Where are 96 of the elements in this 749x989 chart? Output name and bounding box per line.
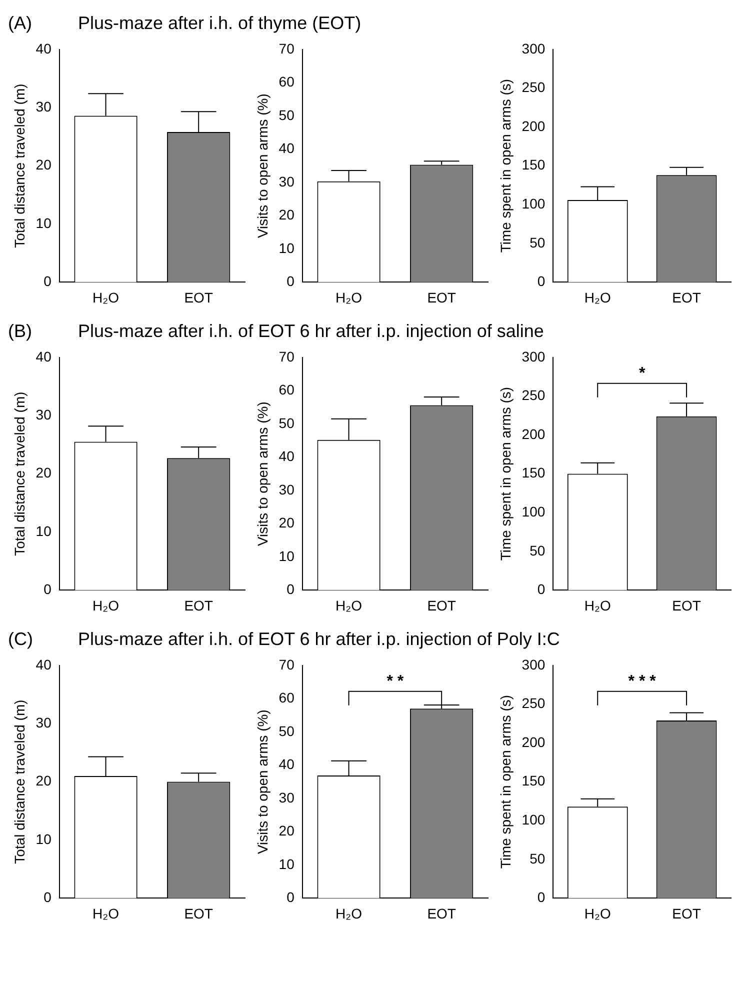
text: (B) <box>8 320 33 342</box>
y-tick-label: 150 <box>522 772 546 789</box>
annotation: * <box>638 364 646 382</box>
x-tick-label: EOT <box>184 905 214 922</box>
y-tick-label: 100 <box>522 195 546 212</box>
x-tick-label: EOT <box>427 597 456 614</box>
y-tick-label: 30 <box>36 714 52 730</box>
y-tick-label: 50 <box>530 234 546 250</box>
y-tick-label: 10 <box>278 548 295 564</box>
x-tick-label: H₂O <box>336 905 362 922</box>
y-tick-label: 300 <box>522 348 546 364</box>
text: (A) <box>8 12 33 34</box>
y-tick-label: 10 <box>278 856 295 872</box>
x-tick-label: EOT <box>184 289 214 306</box>
y-tick-label: 0 <box>286 273 295 290</box>
y-tick-label: 0 <box>537 273 546 290</box>
x-tick-label: H₂O <box>92 597 120 614</box>
y-tick-label: 20 <box>36 464 52 481</box>
y-tick-label: 200 <box>522 118 546 134</box>
y-tick-label: 60 <box>278 382 295 398</box>
annotation: * * * <box>628 672 657 690</box>
y-axis-title: Total distance traveled (m) <box>11 700 28 864</box>
chart-title: Plus-maze after i.h. of thyme (EOT) <box>78 12 362 34</box>
x-tick-label: H₂O <box>92 905 120 922</box>
y-tick-label: 250 <box>522 387 546 404</box>
y-axis-title: Visits to open arms (%) <box>254 94 270 238</box>
y-tick-label: 20 <box>36 156 52 173</box>
x-tick-label: H₂O <box>584 597 611 614</box>
y-axis-title: Total distance traveled (m) <box>11 84 28 248</box>
y-tick-label: 50 <box>530 850 546 866</box>
y-tick-label: 0 <box>44 273 52 290</box>
y-axis-title: Time spent in open arms (s) <box>497 78 514 253</box>
y-tick-label: 300 <box>522 40 546 56</box>
y-tick-label: 60 <box>278 74 295 90</box>
y-tick-label: 150 <box>522 156 546 173</box>
y-tick-label: 200 <box>522 426 546 442</box>
text: Plus-maze after i.h. of EOT 6 hr after i.p. injection of Poly I:C <box>78 628 560 650</box>
y-tick-label: 30 <box>36 406 52 422</box>
y-tick-label: 0 <box>44 889 52 906</box>
y-tick-label: 30 <box>278 481 295 498</box>
y-tick-label: 0 <box>286 581 295 598</box>
y-tick-label: 20 <box>36 772 52 789</box>
y-tick-label: 30 <box>278 789 295 806</box>
y-axis-title: Total distance traveled (m) <box>11 392 28 556</box>
y-tick-label: 0 <box>537 889 546 906</box>
y-tick-label: 40 <box>36 348 52 364</box>
y-tick-label: 300 <box>522 656 546 672</box>
x-tick-label: EOT <box>672 905 702 922</box>
y-axis-title: Time spent in open arms (s) <box>497 694 514 869</box>
y-axis-title: Time spent in open arms (s) <box>497 386 514 561</box>
y-tick-label: 50 <box>278 414 295 431</box>
y-tick-label: 70 <box>278 656 295 672</box>
y-tick-label: 30 <box>36 98 52 114</box>
y-tick-label: 40 <box>278 140 295 156</box>
x-tick-label: H₂O <box>92 289 120 306</box>
y-tick-label: 20 <box>278 822 295 839</box>
y-tick-label: 40 <box>36 656 52 672</box>
y-tick-label: 40 <box>36 40 52 56</box>
y-axis-title: Visits to open arms (%) <box>254 710 270 854</box>
y-tick-label: 40 <box>278 448 295 464</box>
y-tick-label: 10 <box>36 522 52 539</box>
y-tick-label: 10 <box>278 240 295 256</box>
y-tick-label: 100 <box>522 811 546 828</box>
text: Plus-maze after i.h. of EOT 6 hr after i.p. injection of saline <box>78 320 544 342</box>
x-tick-label: EOT <box>672 289 702 306</box>
y-tick-label: 60 <box>278 690 295 706</box>
x-tick-label: H₂O <box>584 905 611 922</box>
y-tick-label: 0 <box>44 581 52 598</box>
annotation: * * <box>386 672 404 690</box>
y-tick-label: 50 <box>278 106 295 123</box>
y-tick-label: 250 <box>522 79 546 96</box>
y-tick-label: 70 <box>278 40 295 56</box>
y-axis-title: Visits to open arms (%) <box>254 402 270 546</box>
text: (C) <box>8 628 34 650</box>
y-tick-label: 200 <box>522 734 546 750</box>
y-tick-label: 150 <box>522 464 546 481</box>
y-tick-label: 20 <box>278 514 295 531</box>
y-tick-label: 0 <box>537 581 546 598</box>
y-tick-label: 70 <box>278 348 295 364</box>
y-tick-label: 100 <box>522 503 546 520</box>
y-tick-label: 50 <box>278 722 295 739</box>
x-tick-label: EOT <box>184 597 214 614</box>
y-tick-label: 0 <box>286 889 295 906</box>
x-tick-label: EOT <box>427 289 456 306</box>
y-tick-label: 40 <box>278 756 295 772</box>
y-tick-label: 30 <box>278 173 295 190</box>
x-tick-label: H₂O <box>584 289 611 306</box>
x-tick-label: EOT <box>672 597 702 614</box>
y-tick-label: 250 <box>522 695 546 712</box>
x-tick-label: EOT <box>427 905 456 922</box>
y-tick-label: 10 <box>36 830 52 847</box>
x-tick-label: H₂O <box>336 289 362 306</box>
y-tick-label: 10 <box>36 214 52 231</box>
y-tick-label: 20 <box>278 206 295 223</box>
y-tick-label: 50 <box>530 542 546 558</box>
x-tick-label: H₂O <box>336 597 362 614</box>
